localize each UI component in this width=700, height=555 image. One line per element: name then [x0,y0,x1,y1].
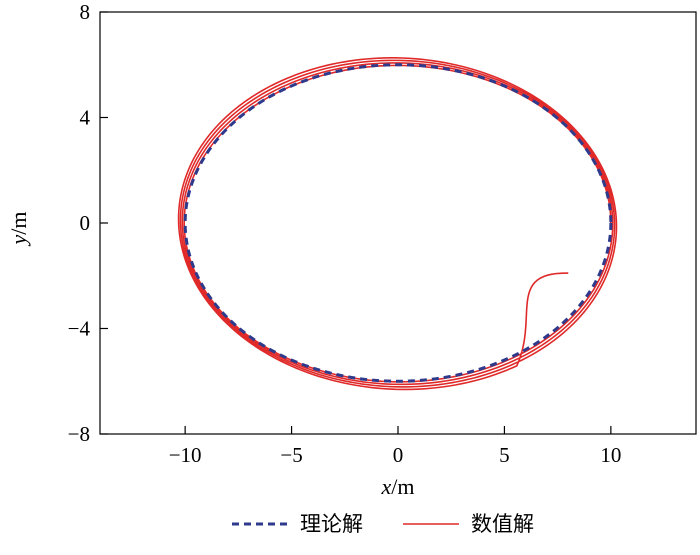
x-tick-label: 10 [600,443,621,467]
y-tick-label: 4 [80,106,91,130]
x-tick-label: 0 [393,443,404,467]
y-axis-title: y/m [6,212,31,247]
series-theory-line [183,63,613,383]
plot-frame [99,11,697,435]
y-tick-label: 0 [80,211,91,235]
series-layer [177,57,618,391]
y-tick-label: −4 [68,317,91,341]
x-ticks: −10 −5 0 5 10 [169,426,621,467]
legend-label-theory: 理论解 [300,512,363,536]
x-tick-label: −10 [169,443,202,467]
y-tick-label: 8 [80,0,91,24]
legend-label-numeric: 数值解 [471,512,534,536]
x-tick-label: 5 [499,443,510,467]
series-numeric-line [177,57,618,391]
x-axis-title: x/m [381,474,415,499]
x-tick-label: −5 [280,443,302,467]
y-tick-label: −8 [68,422,90,446]
legend: 理论解 数值解 [232,512,534,536]
y-ticks: −8 −4 0 4 8 [68,0,108,446]
